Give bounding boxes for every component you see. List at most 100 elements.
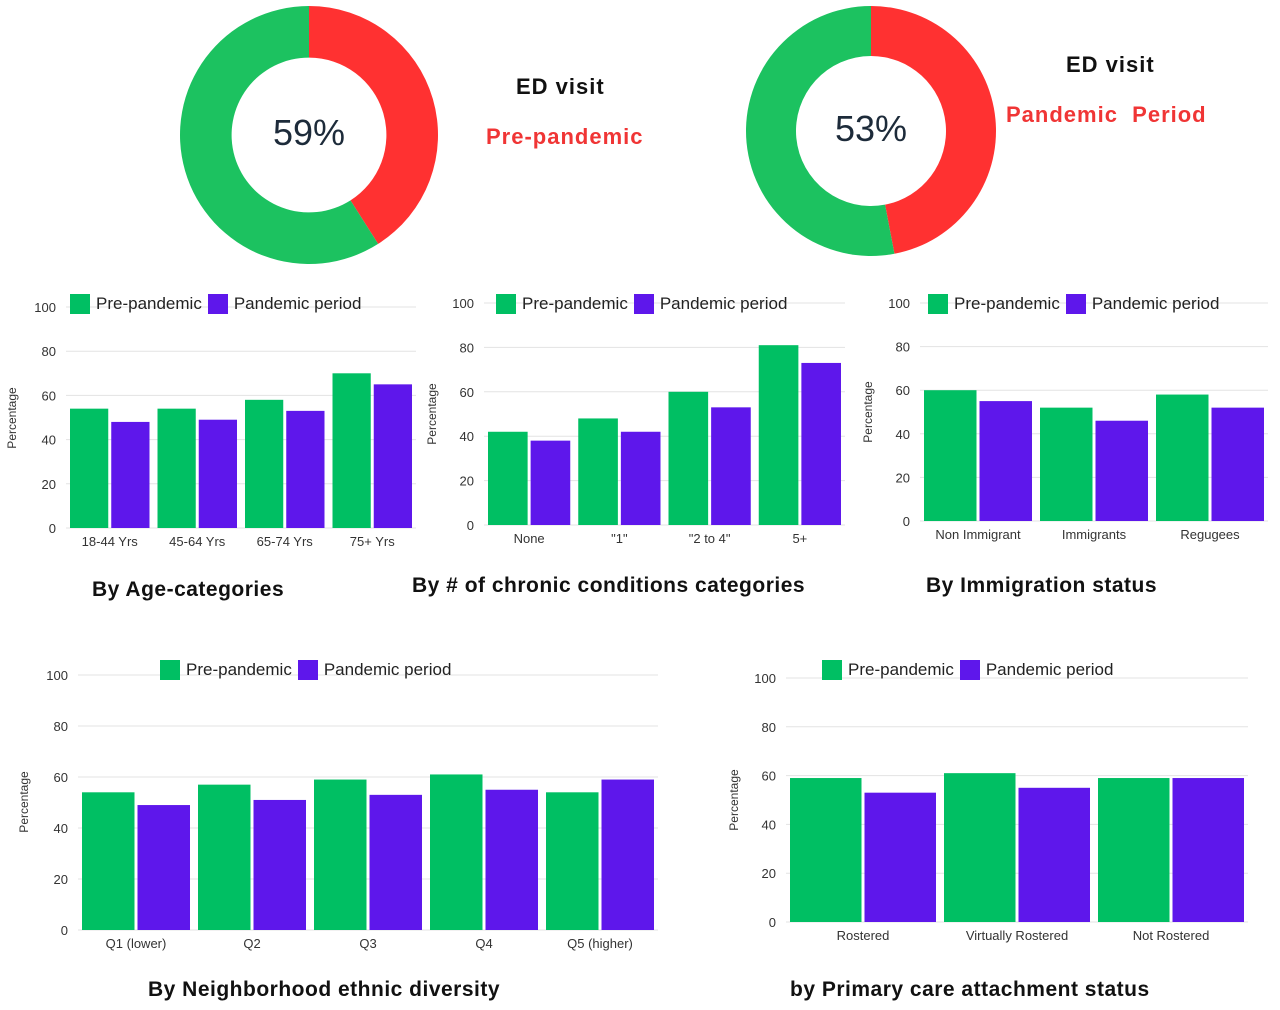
bar-pre-pandemic bbox=[245, 399, 284, 528]
bar-pandemic-period bbox=[369, 794, 422, 930]
legend-label: Pandemic period bbox=[233, 294, 362, 313]
bar-pre-pandemic bbox=[668, 391, 709, 525]
y-tick-label: 60 bbox=[54, 770, 68, 785]
chart-title: By Immigration status bbox=[926, 574, 1158, 597]
x-tick-label: Regugees bbox=[1180, 527, 1240, 542]
y-tick-label: 100 bbox=[452, 296, 474, 311]
legend-label: Pandemic period bbox=[1091, 294, 1220, 313]
y-tick-label: 40 bbox=[896, 427, 910, 442]
bar-pandemic-period bbox=[801, 362, 841, 525]
y-tick-label: 80 bbox=[762, 720, 776, 735]
x-tick-label: 18-44 Yrs bbox=[82, 534, 139, 549]
chart-title: By # of chronic conditions categories bbox=[412, 574, 806, 597]
y-axis-label: Percentage bbox=[425, 383, 439, 445]
donut-slice-remainder bbox=[871, 6, 997, 254]
legend-swatch-pan bbox=[633, 294, 654, 314]
donut-percentage: 53% bbox=[834, 108, 908, 149]
x-tick-label: 45-64 Yrs bbox=[169, 534, 226, 549]
bar-chart-2: 0 20 40 60 80 100 Percentage Non Immigrant Immig… bbox=[861, 296, 1268, 542]
x-tick-label: "1" bbox=[611, 531, 628, 546]
y-tick-label: 20 bbox=[896, 470, 910, 485]
y-tick-label: 80 bbox=[54, 719, 68, 734]
donut-pre-pandemic: 59% bbox=[178, 4, 440, 266]
legend-label: Pre-pandemic bbox=[186, 660, 292, 679]
donut-pandemic: 53% bbox=[744, 4, 998, 258]
bar-pre-pandemic bbox=[1040, 407, 1093, 521]
legend-swatch-pan bbox=[1065, 294, 1086, 314]
bar-pre-pandemic bbox=[82, 792, 135, 930]
y-tick-label: 80 bbox=[896, 340, 910, 355]
legend-label: Pandemic period bbox=[659, 294, 788, 313]
chart-legend: Pre-pandemic Pandemic period bbox=[496, 294, 793, 314]
y-tick-label: 0 bbox=[49, 521, 56, 536]
chart-title: by Primary care attachment status bbox=[790, 978, 1150, 1001]
donut-subtitle: Pre-pandemic bbox=[486, 124, 644, 149]
y-tick-label: 20 bbox=[762, 866, 776, 881]
bar-pre-pandemic bbox=[430, 774, 483, 930]
y-tick-label: 20 bbox=[460, 474, 474, 489]
donut-slice-value bbox=[179, 6, 379, 264]
bar-pandemic-period bbox=[601, 779, 654, 930]
bar-pandemic-period bbox=[1095, 420, 1148, 521]
bar-pandemic-period bbox=[111, 421, 150, 528]
x-tick-label: "2 to 4" bbox=[689, 531, 731, 546]
donut-title: ED visit bbox=[516, 74, 605, 99]
legend-swatch-pre bbox=[160, 660, 180, 680]
bar-pre-pandemic bbox=[578, 418, 618, 525]
y-tick-label: 80 bbox=[460, 340, 474, 355]
x-tick-label: Q2 bbox=[243, 936, 260, 951]
y-tick-label: 20 bbox=[42, 477, 56, 492]
bar-chart-0: 0 20 40 60 80 100 Percentage 18-44 Yrs 45-64 Yrs… bbox=[5, 300, 416, 549]
y-tick-label: 100 bbox=[34, 300, 56, 315]
bar-pandemic-period bbox=[198, 419, 237, 528]
bar-pandemic-period bbox=[1018, 787, 1090, 922]
donut-subtitle: Pandemic Period bbox=[1006, 102, 1207, 127]
donut-title: ED visit bbox=[1066, 52, 1155, 77]
x-tick-label: Virtually Rostered bbox=[966, 928, 1068, 943]
x-tick-label: 65-74 Yrs bbox=[257, 534, 314, 549]
bar-pre-pandemic bbox=[790, 778, 862, 922]
y-tick-label: 60 bbox=[762, 769, 776, 784]
bar-pandemic-period bbox=[286, 410, 325, 528]
x-tick-label: Non Immigrant bbox=[935, 527, 1021, 542]
bar-pre-pandemic bbox=[1156, 394, 1209, 521]
bar-chart-4: 0 20 40 60 80 100 Percentage Rostered Virtually … bbox=[727, 671, 1248, 943]
legend-swatch-pan bbox=[297, 660, 318, 680]
x-tick-label: Immigrants bbox=[1062, 527, 1127, 542]
x-tick-label: Not Rostered bbox=[1133, 928, 1210, 943]
bar-chart-3: 0 20 40 60 80 100 Percentage Q1 (lower) Q2 Q3 Q4 Q5… bbox=[17, 668, 658, 951]
bar-pandemic-period bbox=[530, 440, 571, 525]
chart-legend: Pre-pandemic Pandemic period bbox=[70, 294, 367, 314]
chart-legend: Pre-pandemic Pandemic period bbox=[928, 294, 1225, 314]
bar-pre-pandemic bbox=[488, 431, 528, 525]
chart-title: By Age-categories bbox=[92, 578, 285, 601]
y-axis-label: Percentage bbox=[5, 387, 19, 449]
y-tick-label: 100 bbox=[754, 671, 776, 686]
y-tick-label: 40 bbox=[54, 821, 68, 836]
bar-pandemic-period bbox=[253, 799, 306, 930]
y-axis-label: Percentage bbox=[861, 381, 875, 443]
y-axis-label: Percentage bbox=[17, 771, 31, 833]
y-tick-label: 40 bbox=[460, 429, 474, 444]
bar-chart-1: 0 20 40 60 80 100 Percentage None "1" "2 to 4" 5+ bbox=[425, 296, 845, 546]
bar-pre-pandemic bbox=[944, 773, 1016, 922]
x-tick-label: Q4 bbox=[475, 936, 492, 951]
bar-pre-pandemic bbox=[157, 408, 196, 528]
donut-slice-value bbox=[746, 6, 895, 256]
chart-legend: Pre-pandemic Pandemic period bbox=[160, 660, 457, 680]
y-tick-label: 60 bbox=[42, 388, 56, 403]
bar-pre-pandemic bbox=[198, 784, 251, 930]
legend-swatch-pre bbox=[70, 294, 90, 314]
bar-pandemic-period bbox=[137, 805, 190, 930]
x-tick-label: Q1 (lower) bbox=[106, 936, 167, 951]
bar-pre-pandemic bbox=[924, 390, 977, 521]
donut-chart-pre bbox=[179, 6, 438, 264]
y-tick-label: 40 bbox=[42, 433, 56, 448]
bar-pre-pandemic bbox=[70, 408, 109, 528]
x-tick-label: Q5 (higher) bbox=[567, 936, 633, 951]
bar-pandemic-period bbox=[711, 407, 751, 525]
chart-title: By Neighborhood ethnic diversity bbox=[148, 978, 501, 1001]
legend-label: Pre-pandemic bbox=[96, 294, 202, 313]
x-tick-label: Q3 bbox=[359, 936, 376, 951]
bar-pre-pandemic bbox=[1098, 778, 1170, 922]
